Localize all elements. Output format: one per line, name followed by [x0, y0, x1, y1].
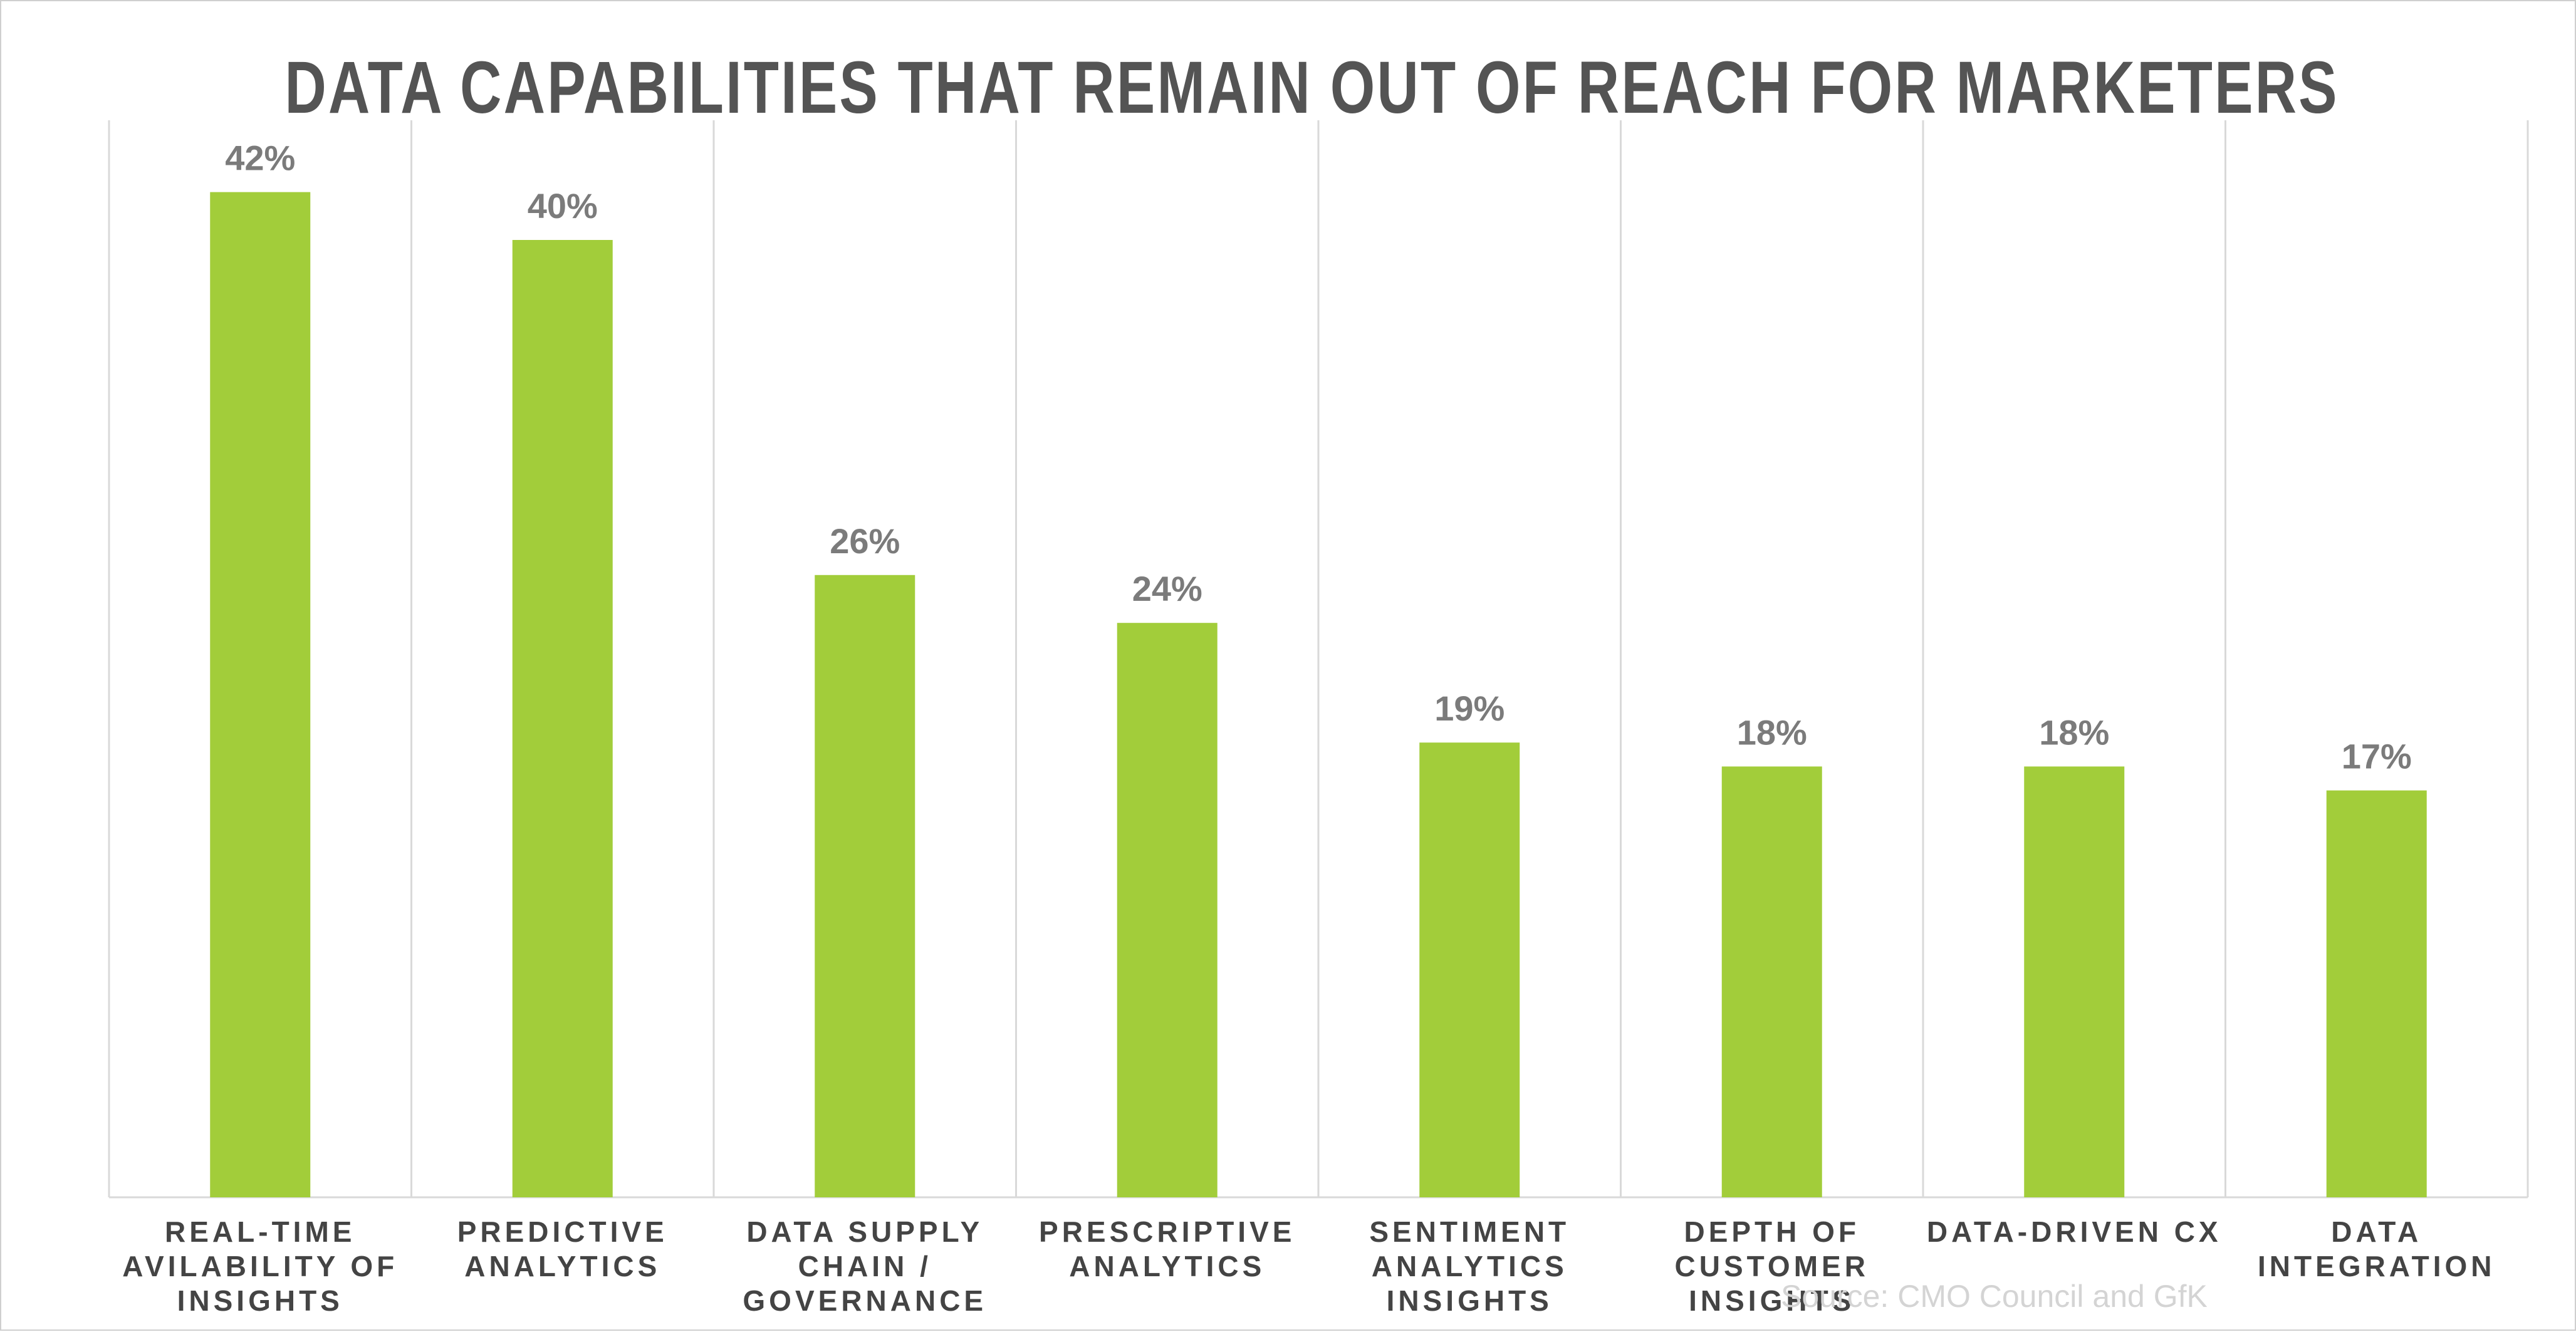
x-tick-label-6: DEPTH OF CUSTOMER INSIGHTS	[1675, 1215, 1869, 1317]
data-label-4: 24%	[1132, 569, 1202, 608]
x-tick-label-line: INTEGRATION	[2258, 1250, 2495, 1283]
bar-2	[512, 240, 613, 1197]
data-labels: 42% 40% 26% 24% 19% 18% 18% 17%	[225, 138, 2412, 776]
bars	[210, 192, 2427, 1198]
bar-5	[1419, 742, 1520, 1197]
data-label-5: 19%	[1434, 689, 1504, 728]
data-label-6: 18%	[1737, 712, 1807, 752]
x-tick-label-line: INSIGHTS	[1387, 1284, 1553, 1317]
x-tick-label-line: DATA SUPPLY	[746, 1215, 983, 1248]
bar-6	[1721, 766, 1822, 1197]
x-tick-label-line: CUSTOMER	[1675, 1250, 1869, 1283]
x-tick-label-line: GOVERNANCE	[743, 1284, 987, 1317]
x-tick-label-line: ANALYTICS	[1372, 1250, 1568, 1283]
data-label-2: 40%	[528, 186, 598, 226]
bar-8	[2326, 790, 2427, 1197]
data-label-7: 18%	[2039, 712, 2109, 752]
x-tick-label-line: SENTIMENT	[1369, 1215, 1570, 1248]
x-tick-label-line: INSIGHTS	[177, 1284, 343, 1317]
x-tick-label-line: ANALYTICS	[464, 1250, 660, 1283]
x-axis-labels: REAL-TIME AVILABILITY OF INSIGHTSPREDICTIV…	[122, 1215, 2495, 1317]
x-tick-label-5: SENTIMENT ANALYTICS INSIGHTS	[1369, 1215, 1570, 1317]
x-tick-label-line: DATA	[2331, 1215, 2422, 1248]
x-tick-label-line: CHAIN /	[798, 1250, 932, 1283]
x-tick-label-line: PRESCRIPTIVE	[1039, 1215, 1295, 1248]
chart-title: DATA CAPABILITIES THAT REMAIN OUT OF REA…	[284, 46, 2339, 129]
x-tick-label-8: DATA INTEGRATION	[2258, 1215, 2495, 1283]
data-label-3: 26%	[830, 521, 900, 561]
x-tick-label-line: REAL-TIME	[165, 1215, 355, 1248]
x-tick-label-line: ANALYTICS	[1069, 1250, 1265, 1283]
bar-4	[1117, 623, 1218, 1197]
x-tick-label-4: PRESCRIPTIVE ANALYTICS	[1039, 1215, 1295, 1283]
bar-1	[210, 192, 311, 1198]
x-tick-label-2: PREDICTIVE ANALYTICS	[457, 1215, 668, 1283]
bar-7	[2024, 766, 2125, 1197]
x-tick-label-line: AVILABILITY OF	[122, 1250, 398, 1283]
bar-3	[815, 575, 915, 1197]
source-note: Source: CMO Council and GfK	[1781, 1279, 2208, 1314]
x-tick-label-line: DEPTH OF	[1684, 1215, 1860, 1248]
x-tick-label-line: DATA-DRIVEN CX	[1927, 1215, 2222, 1248]
x-tick-label-3: DATA SUPPLY CHAIN / GOVERNANCE	[743, 1215, 987, 1317]
x-tick-label-1: REAL-TIME AVILABILITY OF INSIGHTS	[122, 1215, 398, 1317]
x-tick-label-line: PREDICTIVE	[457, 1215, 668, 1248]
data-label-1: 42%	[225, 138, 295, 178]
data-label-8: 17%	[2342, 737, 2412, 776]
x-tick-label-line: INSIGHTS	[1689, 1284, 1855, 1317]
gridlines	[108, 120, 2529, 1199]
x-tick-label-7: DATA-DRIVEN CX	[1927, 1215, 2222, 1248]
